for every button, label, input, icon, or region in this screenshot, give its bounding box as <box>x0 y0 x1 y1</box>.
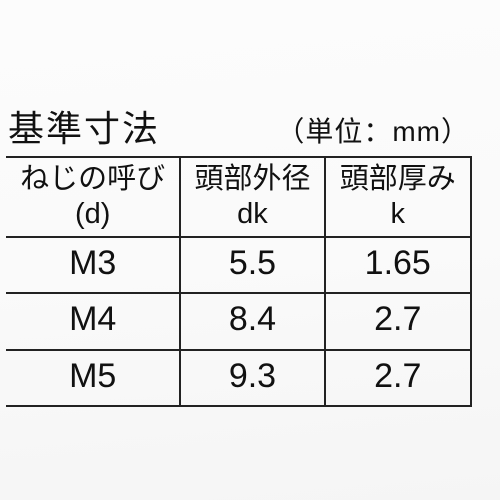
table-row: M3 5.5 1.65 <box>6 237 471 294</box>
table-caption-row: 基準寸法 （単位：mm） <box>6 100 472 152</box>
table-row: M5 9.3 2.7 <box>6 350 471 407</box>
header-line: k <box>391 198 406 230</box>
cell: 9.3 <box>180 350 324 407</box>
cell: 2.7 <box>325 293 471 350</box>
table-title: 基準寸法 <box>8 100 160 152</box>
header-line: ねじの呼び <box>20 163 165 195</box>
cell: 1.65 <box>325 237 471 294</box>
col-header-name: ねじの呼び (d) <box>6 157 180 237</box>
header-line: 頭部外径 <box>194 163 310 195</box>
table-row: M4 8.4 2.7 <box>6 293 471 350</box>
cell: 2.7 <box>325 350 471 407</box>
header-line: 頭部厚み <box>340 163 456 195</box>
cell: 8.4 <box>180 293 324 350</box>
header-line: dk <box>237 198 268 230</box>
cell: 5.5 <box>180 237 324 294</box>
cell: M5 <box>6 350 180 407</box>
header-line: (d) <box>75 198 110 230</box>
col-header-dk: 頭部外径 dk <box>180 157 324 237</box>
table-header-row: ねじの呼び (d) 頭部外径 dk 頭部厚み k <box>6 157 471 237</box>
cell: M3 <box>6 237 180 294</box>
unit-label: （単位：mm） <box>276 110 470 150</box>
dimensions-table: ねじの呼び (d) 頭部外径 dk 頭部厚み k M3 5.5 1.65 M4 … <box>6 156 472 407</box>
cell: M4 <box>6 293 180 350</box>
col-header-k: 頭部厚み k <box>325 157 471 237</box>
